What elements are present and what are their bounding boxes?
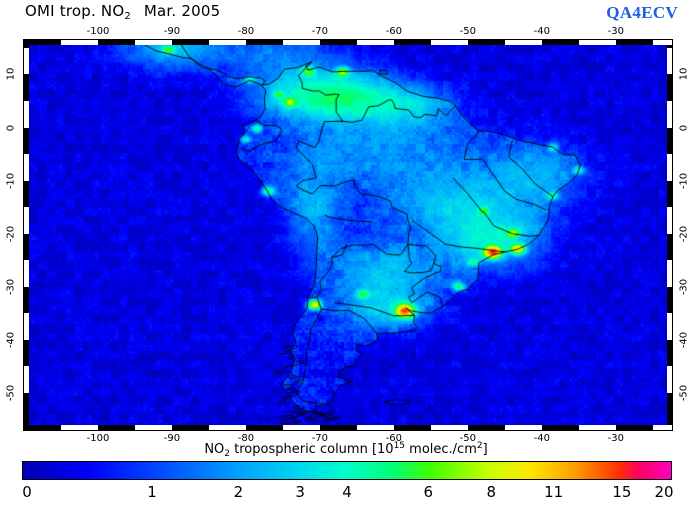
lat-label--30-left: -30 [5,278,17,295]
axis-tick [667,47,672,75]
lat-label--20-right: -20 [678,225,690,242]
axis-tick [208,425,246,430]
axis-tick [652,40,672,45]
colorbar-tick-3: 3 [295,483,305,501]
page-title: OMI trop. NO2 Mar. 2005 [25,2,220,22]
lon-label--60-bottom: -60 [385,433,403,444]
lat-label--20-left: -20 [5,225,17,242]
axis-band [24,40,672,45]
axis-tick [24,313,29,340]
colorbar-tick-20: 20 [654,483,674,501]
colorbar-tick-6: 6 [423,483,434,501]
axis-band [24,425,672,430]
colorbar-tick-4: 4 [342,483,352,501]
lon-label--90-bottom: -90 [163,433,181,444]
lon-label--40-bottom: -40 [533,433,550,444]
title-subscript: 2 [124,11,131,22]
colorbar-tick-0: 0 [22,483,32,501]
axis-tick [652,425,672,430]
axis-tick [24,260,29,287]
axis-tick [282,40,320,45]
axis-tick [504,40,542,45]
axis-tick [667,207,672,234]
axis-tick [356,425,394,430]
lat-label--50-left: -50 [5,384,17,402]
colorbar-tick-15: 15 [612,483,632,501]
axis-tick [134,40,172,45]
colorbar-caption: NO2 tropospheric column [1015 molec./cm2… [204,441,487,459]
axis-tick [667,313,672,340]
axis-band [24,40,29,430]
caption-mid: tropospheric column [10 [230,442,394,457]
lon-label--30-top: -30 [607,26,624,37]
colorbar-tick-2: 2 [233,483,244,501]
axis-tick [134,425,172,430]
axis-band [667,40,672,430]
caption-post: molec./cm [405,442,477,457]
colorbar [22,461,672,480]
axis-tick [24,154,29,181]
qa4ecv-logo: QA4ECV [606,3,678,22]
axis-tick [60,425,98,430]
lon-label--60-top: -60 [385,26,403,37]
colorbar-tick-1: 1 [147,483,157,501]
title-date: Mar. 2005 [143,2,221,20]
lon-label--90-top: -90 [163,26,181,37]
caption-sub: 2 [224,449,231,459]
lat-label--10-left: -10 [5,172,17,189]
map-panel [23,39,673,431]
colorbar-gradient [23,462,671,479]
axis-tick [667,154,672,181]
lat-label--30-right: -30 [678,278,690,295]
lat-label-10-left: 10 [5,68,17,81]
lon-label--40-top: -40 [533,26,550,37]
lon-label--50-top: -50 [459,26,476,37]
axis-tick [430,425,468,430]
axis-tick [667,366,672,393]
caption-exponent: 15 [393,441,406,451]
axis-tick [282,425,320,430]
lon-label--100-bottom: -100 [86,433,110,444]
colorbar-tick-8: 8 [486,483,497,501]
axis-tick [667,101,672,128]
lon-label--70-bottom: -70 [311,433,329,444]
caption-end: ] [482,442,488,457]
axis-tick [356,40,394,45]
colorbar-tick-11: 11 [544,483,564,501]
axis-tick [667,260,672,287]
lon-label--80-bottom: -80 [237,433,255,444]
lat-label--40-left: -40 [5,331,17,348]
lon-label--100-top: -100 [86,26,110,37]
lat-label--50-right: -50 [678,384,690,402]
axis-tick [578,40,616,45]
lon-label--50-bottom: -50 [459,433,476,444]
axis-tick [24,101,29,128]
lon-label--70-top: -70 [311,26,329,37]
axis-tick [578,425,616,430]
axis-tick [60,40,98,45]
title-main: OMI trop. NO [25,2,125,20]
axis-tick [24,366,29,393]
lon-label--80-top: -80 [237,26,255,37]
lon-label--30-bottom: -30 [607,433,624,444]
lat-label--10-right: -10 [678,172,690,189]
caption-no: NO [204,442,225,457]
axis-tick [24,47,29,75]
lat-label-0-left: 0 [5,124,17,131]
lat-label-10-right: 10 [678,68,690,81]
axis-tick [24,207,29,234]
lat-label-0-right: 0 [678,124,690,131]
axis-tick [208,40,246,45]
no2-map-canvas [24,40,672,430]
axis-tick [430,40,468,45]
caption-exponent-2: 2 [476,441,483,451]
lat-label--40-right: -40 [678,331,690,348]
axis-tick [504,425,542,430]
